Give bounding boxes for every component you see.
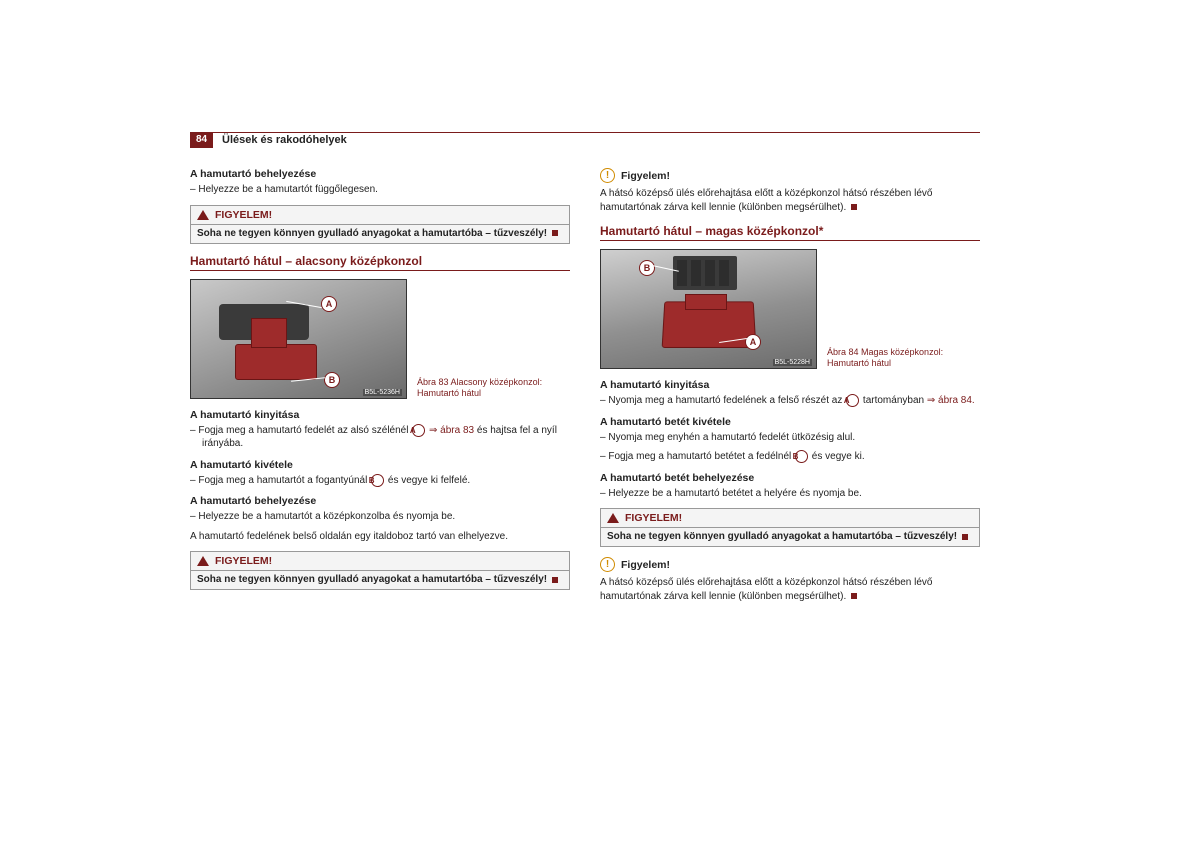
- left-column: A hamutartó behelyezése Helyezze be a ha…: [190, 160, 570, 609]
- section-rule: [600, 240, 980, 241]
- end-marker-icon: [851, 593, 857, 599]
- list-item: Fogja meg a hamutartó fedelét az alsó sz…: [190, 424, 570, 451]
- warning-header: FIGYELEM!: [601, 509, 979, 528]
- warning-title: FIGYELEM!: [215, 555, 272, 567]
- text: A hátsó középső ülés előrehajtása előtt …: [600, 188, 932, 213]
- text: és vegye ki felfelé.: [385, 475, 470, 486]
- ref-b-icon: B: [795, 450, 808, 463]
- figure-83: A B B5L-5236H: [190, 279, 407, 399]
- warning-triangle-icon: [607, 513, 619, 523]
- list-item: Fogja meg a hamutartót a fogantyúnál B é…: [190, 474, 570, 488]
- manual-page: 84 Ülések és rakodóhelyek A hamutartó be…: [0, 0, 1200, 848]
- heading: A hamutartó betét behelyezése: [600, 472, 980, 484]
- end-marker-icon: [962, 534, 968, 540]
- list-item: Helyezze be a hamutartót a középkonzolba…: [190, 510, 570, 524]
- end-marker-icon: [552, 577, 558, 583]
- paragraph: A hátsó középső ülés előrehajtása előtt …: [600, 576, 980, 603]
- list-item: Helyezze be a hamutartó betétet a helyér…: [600, 487, 980, 501]
- warning-triangle-icon: [197, 210, 209, 220]
- heading: A hamutartó betét kivétele: [600, 416, 980, 428]
- ref-a-icon: A: [846, 394, 859, 407]
- text: A hátsó középső ülés előrehajtása előtt …: [600, 577, 932, 602]
- page-number: 84: [190, 132, 213, 148]
- text: Fogja meg a hamutartót a fogantyúnál: [198, 475, 370, 486]
- content-columns: A hamutartó behelyezése Helyezze be a ha…: [190, 160, 1080, 609]
- warning-box: FIGYELEM! Soha ne tegyen könnyen gyullad…: [190, 551, 570, 590]
- list-item: Nyomja meg enyhén a hamutartó fedelét üt…: [600, 431, 980, 445]
- warning-body: Soha ne tegyen könnyen gyulladó anyagoka…: [601, 528, 979, 546]
- section-rule: [190, 270, 570, 271]
- attention-icon: !: [600, 168, 615, 183]
- figure-caption: Ábra 83 Alacsony középkonzol: Hamutartó …: [417, 377, 562, 399]
- heading: A hamutartó kinyitása: [190, 409, 570, 421]
- warning-text: Soha ne tegyen könnyen gyulladó anyagoka…: [197, 228, 547, 239]
- warning-header: FIGYELEM!: [191, 206, 569, 225]
- warning-text: Soha ne tegyen könnyen gyulladó anyagoka…: [607, 531, 957, 542]
- header-rule: [190, 132, 980, 133]
- list-item: Helyezze be a hamutartót függőlegesen.: [190, 183, 570, 197]
- attention-header: ! Figyelem!: [600, 168, 980, 183]
- warning-box: FIGYELEM! Soha ne tegyen könnyen gyullad…: [190, 205, 570, 244]
- ref-a-icon: A: [412, 424, 425, 437]
- warning-title: FIGYELEM!: [215, 209, 272, 221]
- figure-row: A B B5L-5236H Ábra 83 Alacsony középkonz…: [190, 279, 570, 399]
- warning-body: Soha ne tegyen könnyen gyulladó anyagoka…: [191, 225, 569, 243]
- figure-84: B A B5L-5228H: [600, 249, 817, 369]
- end-marker-icon: [552, 230, 558, 236]
- ref-b-icon: B: [371, 474, 384, 487]
- heading: A hamutartó kinyitása: [600, 379, 980, 391]
- text: és vegye ki.: [809, 451, 865, 462]
- callout-b: B: [324, 372, 340, 388]
- text: Nyomja meg a hamutartó fedelének a felső…: [608, 395, 845, 406]
- warning-header: FIGYELEM!: [191, 552, 569, 571]
- figure-ref: ⇒ ábra 84.: [927, 395, 975, 406]
- warning-title: FIGYELEM!: [625, 512, 682, 524]
- attention-title: Figyelem!: [621, 170, 670, 182]
- section-heading: Hamutartó hátul – magas középkonzol*: [600, 224, 980, 238]
- end-marker-icon: [851, 204, 857, 210]
- right-column: ! Figyelem! A hátsó középső ülés előreha…: [600, 160, 980, 609]
- chapter-title: Ülések és rakodóhelyek: [222, 134, 347, 146]
- attention-header: ! Figyelem!: [600, 557, 980, 572]
- warning-body: Soha ne tegyen könnyen gyulladó anyagoka…: [191, 571, 569, 589]
- heading: A hamutartó behelyezése: [190, 168, 570, 180]
- list-item: Nyomja meg a hamutartó fedelének a felső…: [600, 394, 980, 408]
- text: tartományban: [860, 395, 927, 406]
- figure-code: B5L-5236H: [363, 389, 402, 396]
- heading: A hamutartó behelyezése: [190, 495, 570, 507]
- paragraph: A hátsó középső ülés előrehajtása előtt …: [600, 187, 980, 214]
- warning-triangle-icon: [197, 556, 209, 566]
- paragraph: A hamutartó fedelének belső oldalán egy …: [190, 530, 570, 544]
- figure-code: B5L-5228H: [773, 359, 812, 366]
- callout-b: B: [639, 260, 655, 276]
- callout-a: A: [745, 334, 761, 350]
- figure-caption: Ábra 84 Magas középkonzol: Hamutartó hát…: [827, 347, 972, 369]
- section-heading: Hamutartó hátul – alacsony középkonzol: [190, 254, 570, 268]
- callout-a: A: [321, 296, 337, 312]
- figure-ref: ⇒ ábra 83: [426, 425, 474, 436]
- attention-title: Figyelem!: [621, 559, 670, 571]
- warning-text: Soha ne tegyen könnyen gyulladó anyagoka…: [197, 574, 547, 585]
- heading: A hamutartó kivétele: [190, 459, 570, 471]
- warning-box: FIGYELEM! Soha ne tegyen könnyen gyullad…: [600, 508, 980, 547]
- attention-icon: !: [600, 557, 615, 572]
- text: Fogja meg a hamutartó betétet a fedélnél: [608, 451, 794, 462]
- list-item: Fogja meg a hamutartó betétet a fedélnél…: [600, 450, 980, 464]
- text: Fogja meg a hamutartó fedelét az alsó sz…: [198, 425, 411, 436]
- figure-row: B A B5L-5228H Ábra 84 Magas középkonzol:…: [600, 249, 980, 369]
